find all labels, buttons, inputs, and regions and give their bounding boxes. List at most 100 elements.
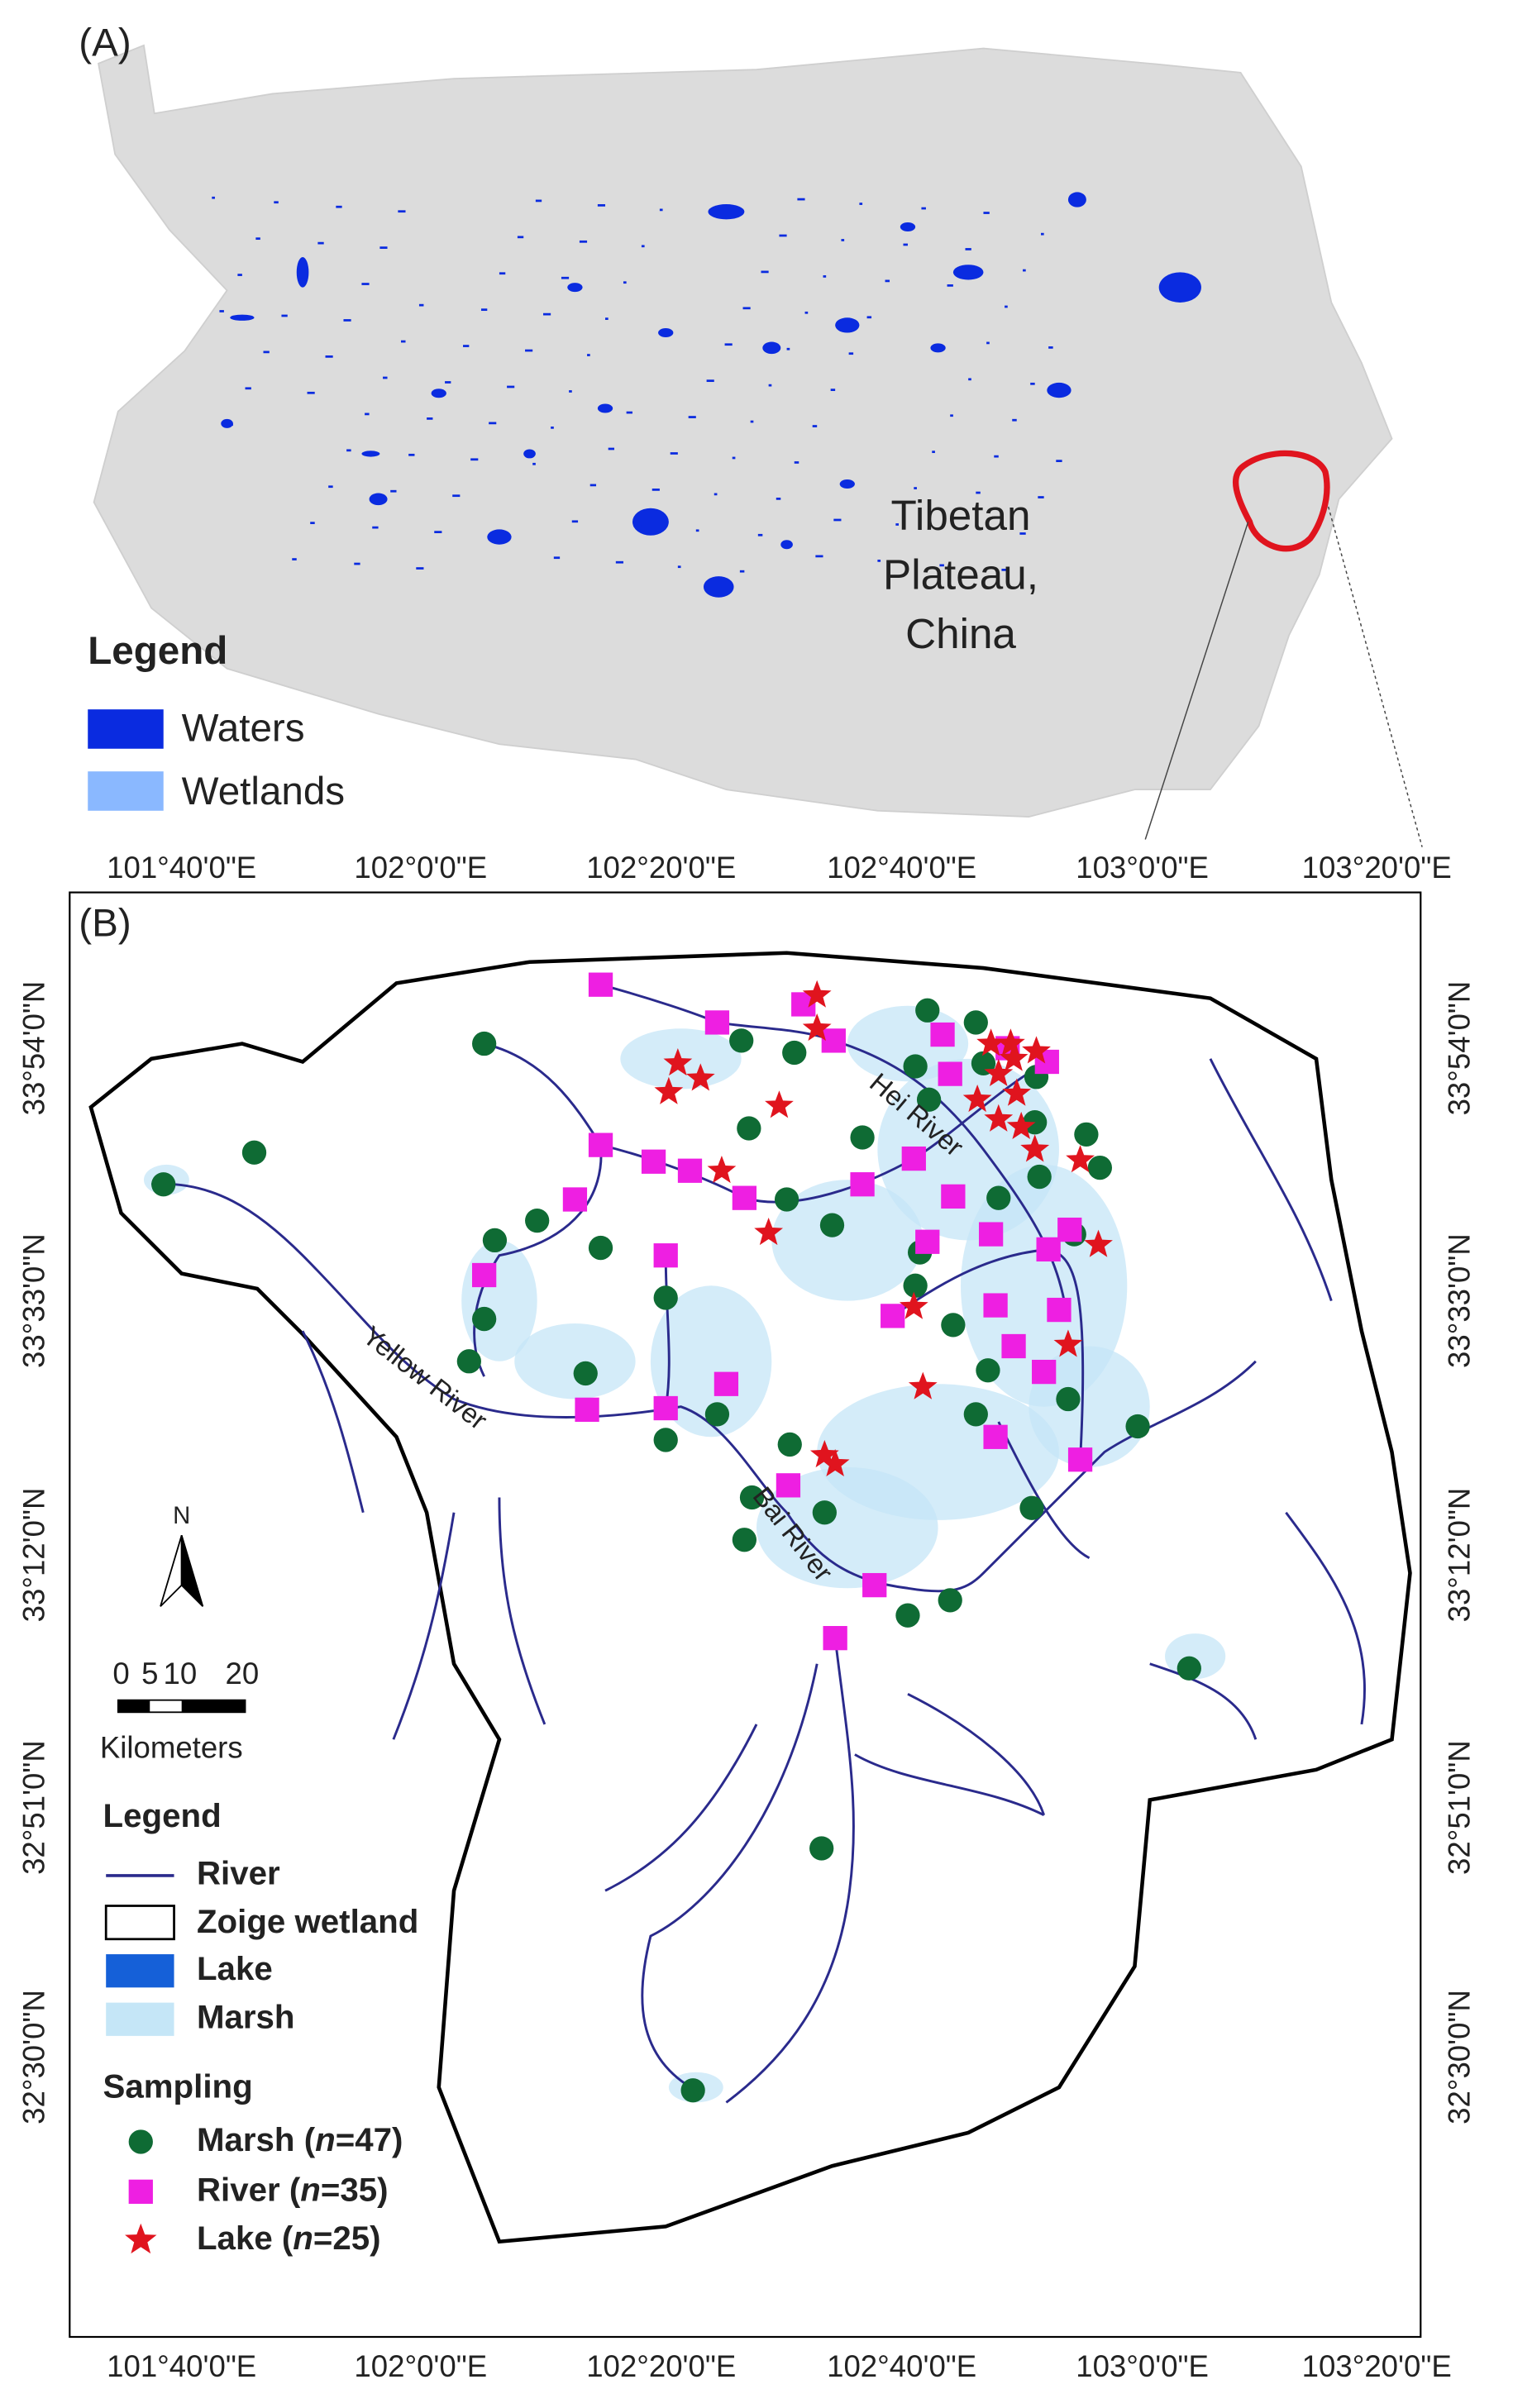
water-body bbox=[346, 449, 351, 452]
water-body bbox=[830, 389, 836, 391]
north-label: N bbox=[173, 1503, 190, 1529]
label-part: n bbox=[315, 2121, 336, 2158]
marsh-sample bbox=[732, 1528, 756, 1552]
lake-sample bbox=[984, 1058, 1014, 1086]
water-body bbox=[317, 241, 324, 245]
legend-swatch bbox=[106, 1954, 174, 1988]
legend-marker bbox=[128, 2179, 153, 2204]
water-body bbox=[877, 560, 881, 562]
legend-swatch bbox=[104, 1905, 175, 1941]
marsh-sample bbox=[963, 1010, 988, 1035]
water-body bbox=[1005, 305, 1008, 308]
water-body bbox=[859, 203, 863, 205]
marsh-area bbox=[771, 1180, 924, 1301]
lake-sample bbox=[962, 1084, 992, 1113]
water-body bbox=[543, 312, 551, 316]
marsh-sample bbox=[653, 1428, 678, 1452]
marsh-sample bbox=[895, 1603, 920, 1628]
longitude-label: 103°20'0"E bbox=[1302, 2349, 1452, 2383]
label-part: River ( bbox=[197, 2171, 301, 2208]
river bbox=[997, 1421, 1091, 1559]
water-body bbox=[299, 278, 306, 281]
water-body bbox=[325, 355, 333, 358]
longitude-label: 102°40'0"E bbox=[827, 2349, 976, 2383]
marsh-area bbox=[1029, 1346, 1150, 1467]
water-body bbox=[714, 493, 718, 496]
longitude-label: 102°0'0"E bbox=[354, 851, 487, 885]
legend-label: Marsh bbox=[197, 1998, 295, 2035]
river-sample bbox=[704, 1010, 730, 1035]
water-body bbox=[626, 411, 632, 414]
water-body bbox=[553, 556, 561, 560]
lake-sample bbox=[765, 1090, 794, 1118]
place-name: Tibetan bbox=[891, 492, 1031, 539]
water-body bbox=[1158, 272, 1201, 303]
water-body bbox=[688, 416, 696, 418]
water-body bbox=[551, 426, 554, 429]
legend-title: Sampling bbox=[103, 2068, 253, 2105]
latitude-label: 32°51'0"N bbox=[17, 1740, 51, 1875]
river-sample bbox=[575, 1397, 599, 1422]
legend-label: Lake (n=25) bbox=[197, 2220, 381, 2257]
lake-sample bbox=[1022, 1036, 1051, 1064]
river-sample bbox=[881, 1304, 905, 1328]
marsh-sample bbox=[812, 1500, 837, 1525]
river-sample bbox=[1047, 1297, 1072, 1323]
marsh-sample bbox=[915, 998, 940, 1023]
water-body bbox=[983, 212, 990, 214]
water-body bbox=[641, 245, 645, 248]
river bbox=[641, 1663, 819, 2092]
water-body bbox=[532, 462, 536, 465]
scale-unit: Kilometers bbox=[100, 1731, 243, 1765]
water-body bbox=[507, 385, 515, 389]
water-body bbox=[739, 570, 745, 573]
river-sample bbox=[930, 1022, 955, 1047]
river bbox=[301, 1330, 365, 1514]
water-body bbox=[427, 417, 433, 420]
lake-sample bbox=[754, 1217, 784, 1246]
water-body bbox=[401, 340, 406, 343]
water-body bbox=[361, 283, 370, 285]
marsh-sample bbox=[241, 1140, 267, 1165]
label-part: n bbox=[300, 2171, 321, 2208]
water-body bbox=[263, 350, 270, 354]
lake-sample bbox=[802, 980, 832, 1008]
water-body bbox=[833, 518, 842, 522]
water-body bbox=[968, 378, 971, 381]
water-body bbox=[757, 533, 763, 536]
river-sample bbox=[588, 972, 613, 997]
water-body bbox=[1001, 568, 1008, 571]
water-body bbox=[761, 270, 769, 274]
marsh-sample bbox=[456, 1349, 481, 1374]
water-body bbox=[523, 449, 536, 459]
water-body bbox=[815, 555, 823, 558]
water-body bbox=[383, 376, 388, 379]
river bbox=[604, 1724, 758, 1892]
marsh-sample bbox=[1027, 1164, 1052, 1190]
river bbox=[664, 1255, 671, 1409]
river bbox=[600, 983, 1068, 1317]
water-body bbox=[732, 456, 736, 460]
water-body bbox=[797, 198, 805, 201]
water-body bbox=[1056, 460, 1062, 462]
water-body bbox=[633, 524, 642, 527]
lake-sample bbox=[685, 1063, 715, 1091]
water-body bbox=[623, 281, 627, 284]
lake-sample bbox=[1053, 1329, 1083, 1357]
water-body bbox=[776, 497, 781, 500]
marsh-sample bbox=[963, 1402, 988, 1427]
marsh-sample bbox=[1087, 1155, 1112, 1180]
water-body bbox=[895, 523, 899, 526]
water-body bbox=[994, 455, 999, 458]
longitude-label: 102°20'0"E bbox=[586, 851, 736, 885]
marsh-sample bbox=[976, 1358, 1000, 1383]
water-body bbox=[848, 352, 854, 355]
river-sample bbox=[850, 1172, 875, 1197]
water-body bbox=[535, 199, 542, 203]
water-body bbox=[706, 379, 714, 383]
study-area-outline bbox=[1232, 450, 1330, 552]
scale-label: 20 bbox=[226, 1657, 260, 1690]
water-body bbox=[296, 257, 309, 288]
water-body bbox=[336, 205, 342, 208]
